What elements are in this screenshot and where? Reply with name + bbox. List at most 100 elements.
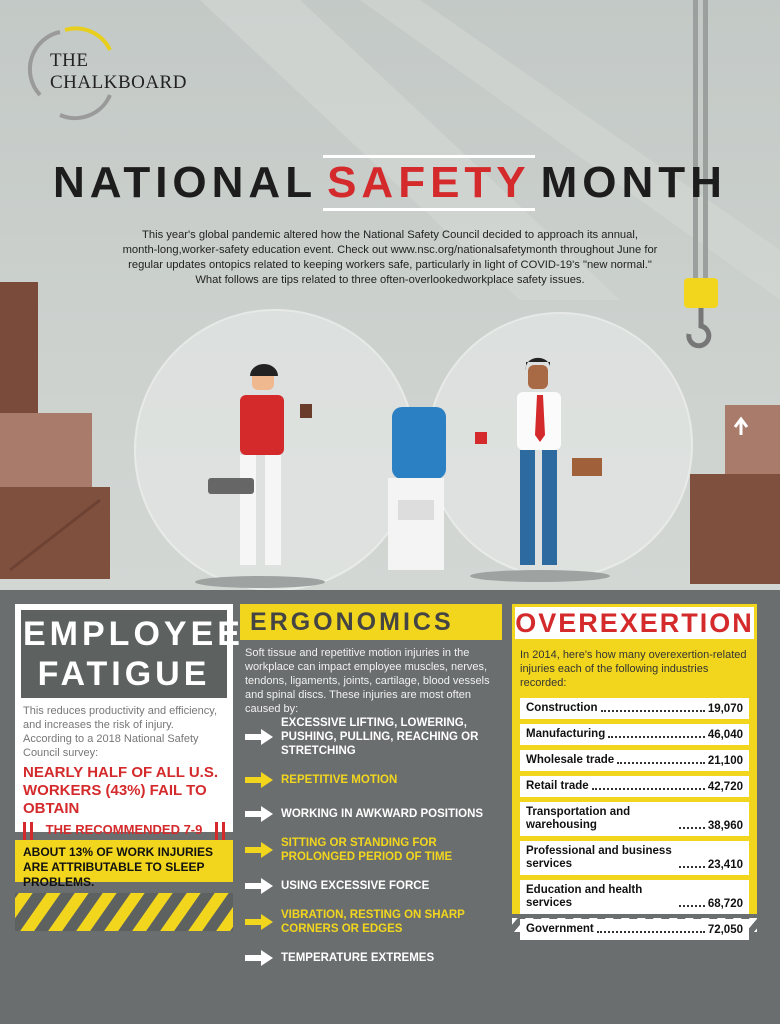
shadow (470, 570, 610, 582)
leader-dots (608, 736, 705, 738)
logo-arc (64, 26, 112, 51)
cause-text: USING EXCESSIVE FORCE (281, 880, 430, 892)
injury-count: 42,720 (707, 781, 743, 793)
section-heading: EMPLOYEE FATIGUE (21, 610, 244, 698)
leader-dots (679, 866, 705, 868)
callout: ABOUT 13% OF WORK INJURIES ARE ATTRIBUTA… (15, 840, 233, 889)
logo-arc (59, 94, 112, 121)
hook (686, 308, 712, 349)
leader-dots (591, 788, 705, 790)
hook-block (684, 278, 718, 308)
section-heading: OVEREXERTION (512, 604, 757, 642)
arrow-icon (245, 842, 273, 858)
figure (240, 395, 284, 455)
arrow-icon (245, 772, 273, 788)
figure (528, 365, 548, 389)
cause-text: EXCESSIVE LIFTING, LOWERING, PUSHING, PU… (281, 717, 479, 757)
body-text: In 2014, here's how many overexertion-re… (520, 649, 747, 689)
industry-row: Manufacturing 46,040 (520, 724, 749, 745)
industry-row: Government 72,050 (520, 919, 749, 940)
stat-text: NEARLY HALF OF ALL U.S. WORKERS (43%) FA… (23, 764, 219, 817)
logo-arc (27, 30, 61, 97)
light-ray (360, 0, 780, 300)
cause-text: TEMPERATURE EXTREMES (281, 952, 435, 964)
intro-line: What follows are tips related to three o… (195, 274, 585, 286)
logo-text: CHALKBOARD (50, 72, 187, 93)
arrow-shape (245, 914, 273, 930)
body-text: Soft tissue and repetitive motion injuri… (245, 647, 490, 715)
heading-line: EMPLOYEE (23, 615, 244, 653)
cause-item: VIBRATION, RESTING ON SHARP CORNERS OR E… (245, 908, 507, 936)
arrow-icon (733, 416, 749, 435)
industry-name: Education and health services (526, 884, 643, 909)
folder (572, 458, 602, 476)
cause-text: VIBRATION, RESTING ON SHARP CORNERS OR E… (281, 909, 465, 935)
cause-item: EXCESSIVE LIFTING, LOWERING, PUSHING, PU… (245, 716, 507, 758)
industry-name: Professional and business services (526, 845, 672, 870)
heading-line: FATIGUE (37, 655, 211, 693)
shadow (195, 576, 325, 588)
intro-line: This year's global pandemic altered how … (142, 229, 638, 241)
arrow-shape (245, 842, 273, 858)
industry-row: Transportation and warehousing 38,960 (520, 802, 749, 836)
water-cooler (388, 478, 444, 570)
box (0, 282, 38, 417)
figure (250, 364, 278, 376)
industry-name: Transportation and warehousing (526, 806, 631, 831)
industry-name: Retail trade (526, 780, 589, 792)
industry-name: Wholesale trade (526, 754, 615, 766)
industry-row: Education and health services 68,720 (520, 880, 749, 914)
arrow-shape (245, 772, 273, 788)
cooler-panel (398, 500, 434, 520)
logo-text: THE (50, 50, 89, 71)
injury-count: 72,050 (707, 924, 743, 936)
title-text: MONTH (540, 158, 727, 207)
figure (520, 450, 535, 565)
hazard-stripes (15, 893, 233, 931)
industry-name: Government (526, 923, 594, 935)
cause-item: SITTING OR STANDING FOR PROLONGED PERIOD… (245, 836, 507, 864)
cause-text: WORKING IN AWKWARD POSITIONS (281, 808, 484, 820)
arrow-icon (245, 806, 273, 822)
intro: This year's global pandemic altered how … (120, 228, 660, 288)
cause-text: SITTING OR STANDING FOR PROLONGED PERIOD… (281, 837, 453, 863)
injury-count: 68,720 (707, 898, 743, 910)
industry-name: Manufacturing (526, 728, 606, 740)
box (725, 405, 780, 475)
arrow-icon (245, 950, 273, 966)
industry-row: Retail trade 42,720 (520, 776, 749, 797)
injury-count: 19,070 (707, 703, 743, 715)
industry-name: Construction (526, 702, 598, 714)
industry-row: Wholesale trade 21,100 (520, 750, 749, 771)
employee-fatigue-panel: EMPLOYEE FATIGUE This reduces productivi… (15, 604, 244, 854)
cause-list: EXCESSIVE LIFTING, LOWERING, PUSHING, PU… (245, 716, 507, 980)
arrow-icon (245, 914, 273, 930)
tie (535, 395, 545, 442)
arrow-shape (245, 878, 273, 894)
arrow-icon (245, 729, 273, 745)
cup (300, 404, 312, 418)
cause-item: TEMPERATURE EXTREMES (245, 946, 507, 970)
overexertion-panel: In 2014, here's how many overexertion-re… (512, 642, 757, 940)
industry-row: Professional and business services 23,410 (520, 841, 749, 875)
figure (240, 455, 256, 565)
body-text: This reduces productivity and efficiency… (23, 705, 218, 759)
toolbox (208, 478, 254, 494)
arrow-shape (245, 806, 273, 822)
logo: THE CHALKBOARD (50, 50, 187, 94)
arrow-shape (245, 729, 273, 745)
rope (703, 0, 708, 285)
rope (693, 0, 698, 285)
cause-item: REPETITIVE MOTION (245, 768, 507, 792)
leader-dots (617, 762, 705, 764)
light-ray (200, 0, 620, 300)
injury-count: 21,100 (707, 755, 743, 767)
box (0, 413, 92, 489)
section-heading: ERGONOMICS (240, 604, 502, 640)
crate (690, 474, 780, 584)
industry-row: Construction 19,070 (520, 698, 749, 719)
arrow-shape (245, 950, 273, 966)
intro-line: month-long,worker-safety education event… (122, 244, 658, 256)
leader-dots (679, 905, 705, 907)
